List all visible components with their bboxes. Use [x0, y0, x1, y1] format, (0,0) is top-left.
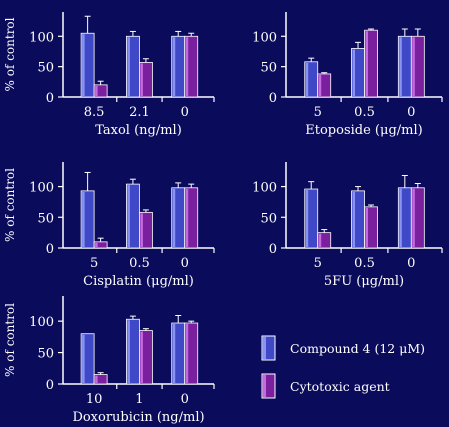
bar-compound-hilite-1: [305, 62, 309, 96]
x-axis-label: Taxol (ng/ml): [95, 123, 182, 138]
bar-compound-hilite-1: [82, 191, 85, 247]
y-tick-label: 100: [29, 181, 54, 196]
y-tick-label: 100: [29, 315, 54, 330]
bar-compound-hilite-2: [127, 37, 130, 96]
x-tick-label: 0.5: [129, 256, 150, 271]
y-tick-label: 50: [260, 211, 277, 226]
bar-compound-hilite-3: [172, 324, 176, 383]
y-tick-label: 100: [252, 181, 277, 196]
bar-compound-hilite-3: [399, 188, 402, 247]
legend-compound: Compound 4 (12 μM): [261, 335, 425, 361]
bar-compound-hilite-2: [352, 191, 356, 247]
y-axis-label: % of control: [3, 168, 17, 242]
bar-compound-hilite-1: [305, 190, 309, 247]
legend: Compound 4 (12 μM) Cytotoxic agent: [261, 335, 425, 399]
x-tick-label: 5: [314, 105, 322, 120]
bar-compound-hilite-3: [399, 37, 402, 96]
y-tick-label: 0: [46, 91, 54, 106]
y-tick-label: 50: [37, 347, 54, 362]
bar-compound-hilite-2: [127, 185, 130, 247]
x-tick-label: 0: [181, 392, 189, 407]
y-tick-label: 100: [252, 30, 277, 45]
bar-compound-hilite-1: [82, 34, 85, 96]
bar-agent-hilite-3: [185, 188, 189, 247]
y-tick-label: 50: [260, 61, 277, 76]
bar-agent-hilite-3: [412, 188, 415, 247]
bar-compound-hilite-3: [172, 37, 176, 96]
y-tick-label: 0: [46, 242, 54, 257]
x-tick-label: 8.5: [84, 105, 105, 120]
bar-agent-hilite-1: [318, 74, 322, 96]
bar-agent-hilite-2: [365, 31, 369, 96]
x-tick-label: 0: [407, 256, 415, 271]
x-tick-label: 2.1: [129, 105, 150, 120]
chart-panel-1: 0 50 100 8.5 2.1 0 Taxol (ng/ml) % of control: [3, 12, 215, 138]
legend-agent: Cytotoxic agent: [261, 373, 390, 399]
y-tick-label: 50: [37, 211, 54, 226]
bar-agent-hilite-1: [318, 233, 322, 247]
bar-agent-hilite-3: [185, 37, 189, 96]
bar-compound-hilite-1: [82, 334, 85, 383]
y-tick-label: 50: [37, 61, 54, 76]
bar-agent-hilite-2: [365, 207, 369, 247]
y-tick-label: 100: [29, 30, 54, 45]
x-tick-label: 0.5: [354, 105, 375, 120]
x-tick-label: 1: [135, 392, 143, 407]
bar-agent-hilite-1: [95, 375, 98, 383]
x-axis-label: Doxorubicin (ng/ml): [72, 410, 204, 425]
x-tick-label: 10: [86, 392, 103, 407]
bar-agent-hilite-3: [185, 324, 189, 383]
x-tick-label: 5: [90, 256, 98, 271]
bar-compound-hilite-3: [172, 188, 176, 247]
x-axis-label: 5FU (μg/ml): [324, 274, 404, 289]
y-axis-label: % of control: [3, 17, 17, 91]
legend-label-compound: Compound 4 (12 μM): [290, 341, 425, 356]
bar-agent-hilite-3: [412, 37, 415, 96]
bar-agent-hilite-2: [140, 213, 143, 247]
bar-agent-hilite-2: [140, 331, 143, 383]
bar-compound-hilite-2: [352, 49, 356, 96]
legend-swatch-compound-hilite: [263, 337, 266, 359]
bar-agent-hilite-1: [95, 85, 98, 96]
y-tick-label: 0: [46, 378, 54, 393]
y-axis-label: % of control: [3, 303, 17, 377]
x-axis-label: Cisplatin (μg/ml): [83, 274, 194, 289]
legend-swatch-agent-hilite: [263, 375, 266, 397]
y-tick-label: 0: [269, 91, 277, 106]
legend-label-agent: Cytotoxic agent: [290, 379, 390, 394]
bar-agent-hilite-1: [95, 242, 98, 247]
chart-panel-2: 0 50 100 5 0.5 0 Etoposide (μg/ml): [252, 12, 443, 138]
bar-agent-hilite-2: [140, 63, 143, 96]
y-tick-label: 0: [269, 242, 277, 257]
x-tick-label: 0: [181, 256, 189, 271]
chart-panel-3: 0 50 100 5 0.5 0 Cisplatin (μg/ml) % of control: [3, 162, 215, 289]
bar-compound-hilite-2: [127, 320, 130, 383]
x-tick-label: 0: [407, 105, 415, 120]
x-axis-label: Etoposide (μg/ml): [305, 123, 422, 138]
x-tick-label: 5: [314, 256, 322, 271]
x-tick-label: 0.5: [354, 256, 375, 271]
x-tick-label: 0: [181, 105, 189, 120]
